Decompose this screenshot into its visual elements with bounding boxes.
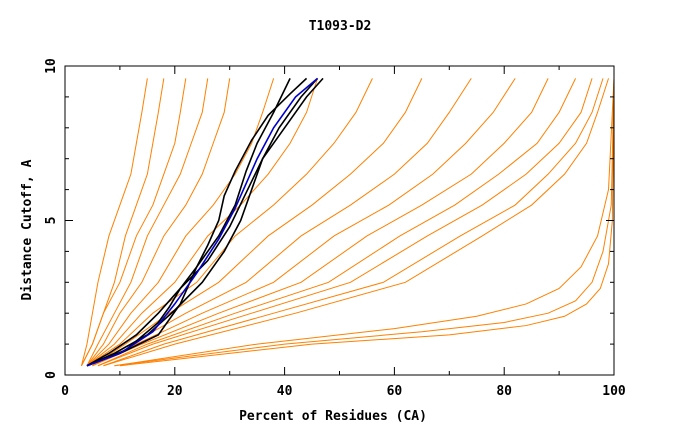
series-line-23	[86, 77, 319, 367]
series-line-11	[92, 78, 549, 367]
series-line-8	[92, 78, 423, 367]
x-tick-label-0: 0	[61, 384, 69, 399]
series-line-13	[97, 78, 593, 367]
series-line-15	[103, 78, 609, 367]
x-tick-label-5: 100	[602, 384, 626, 399]
y-tick-label-0: 0	[44, 371, 59, 379]
x-axis-label: Percent of Residues (CA)	[239, 409, 427, 424]
series-line-5	[86, 78, 275, 367]
series-line-3	[86, 78, 209, 366]
series-line-19	[86, 77, 324, 367]
series-line-2	[81, 78, 187, 366]
series-line-16	[114, 78, 615, 367]
series-line-17	[114, 78, 615, 367]
series-line-9	[92, 78, 472, 367]
series-line-18	[119, 78, 615, 367]
ticks-layer: 0 20 40 60 80 100 0 5 10	[44, 58, 626, 399]
series-line-10	[92, 78, 516, 367]
series-line-4	[86, 78, 231, 367]
x-tick-label-1: 20	[167, 384, 183, 399]
series-line-6	[86, 78, 319, 367]
series-line-22	[86, 77, 308, 367]
series-line-12	[97, 78, 577, 367]
x-tick-label-2: 40	[277, 384, 293, 399]
x-tick-label-3: 60	[387, 384, 403, 399]
series-line-0	[80, 78, 148, 366]
series-line-1	[81, 78, 165, 366]
x-tick-label-4: 80	[496, 384, 512, 399]
series-line-21	[86, 78, 291, 367]
y-axis-label: Distance Cutoff, A	[20, 159, 35, 300]
series-line-20	[86, 77, 319, 367]
series-layer	[80, 77, 615, 367]
chart-title: T1093-D2	[309, 19, 372, 34]
y-tick-label-2: 10	[44, 58, 59, 74]
series-line-7	[86, 78, 373, 367]
series-line-14	[103, 78, 604, 367]
y-tick-label-1: 5	[44, 217, 59, 225]
